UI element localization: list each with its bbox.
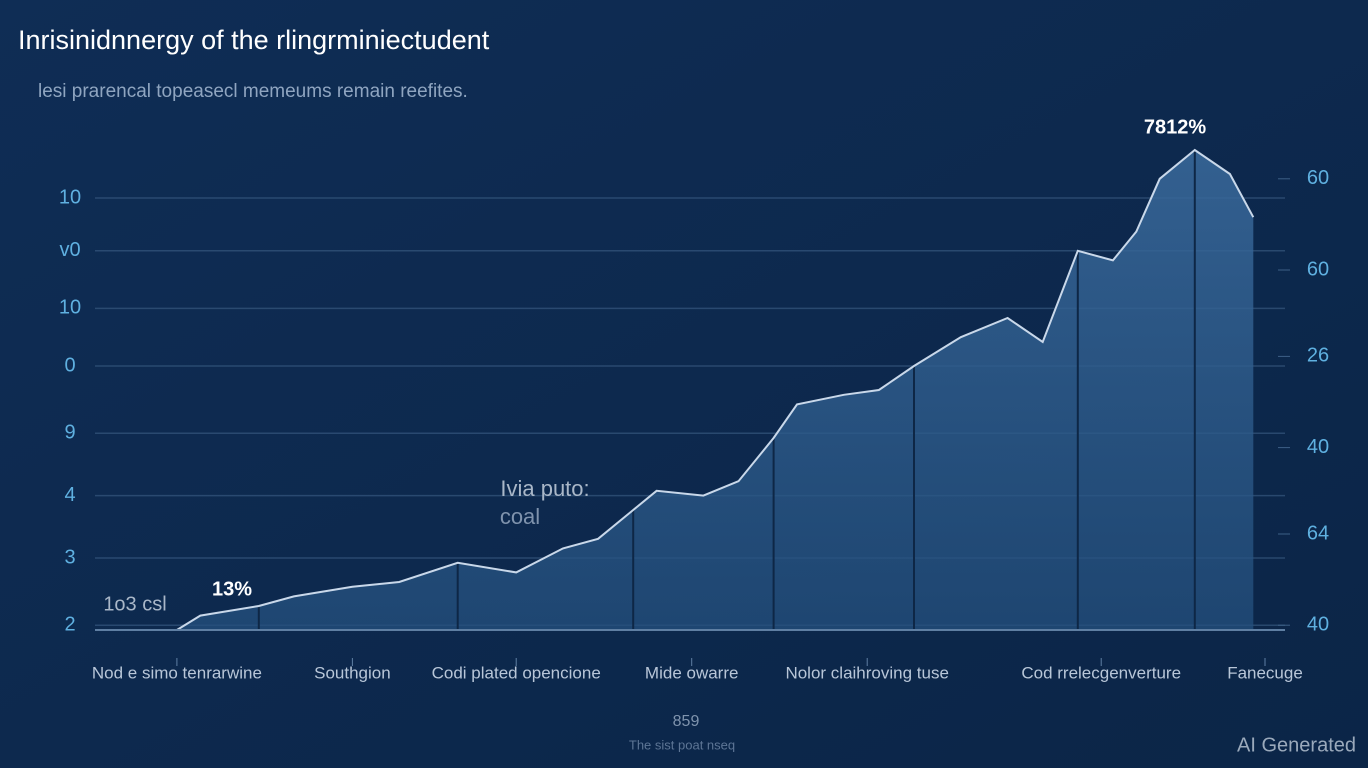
- y2-tick-label: 40: [1307, 436, 1329, 458]
- y-tick-label: 3: [64, 546, 75, 568]
- y-tick-label: 10: [59, 186, 81, 208]
- annotation: The sist poat nseq: [629, 737, 735, 752]
- line: [95, 148, 1255, 631]
- annotation: 13%: [212, 578, 252, 600]
- area: [95, 150, 1254, 630]
- x-tick-label: Southgion: [314, 663, 391, 682]
- x-tick-label: Nod e simo tenrarwine: [92, 663, 262, 682]
- annotation: 1o3 csl: [103, 593, 166, 615]
- y-tick-label: 9: [64, 421, 75, 443]
- x-tick-label: Fanecuge: [1227, 663, 1303, 682]
- annotation: Ivia puto:: [500, 476, 589, 501]
- chart-title: Inrisinidnnergy of the rlingrminiectuden…: [18, 25, 490, 55]
- x-tick-label: Nolor claihroving tuse: [785, 663, 948, 682]
- chart-subtitle: lesi prarencal topeasecl memeums remain …: [38, 81, 468, 102]
- x-tick-label: Codi plated opencione: [432, 663, 601, 682]
- y-tick-label: 10: [59, 297, 81, 319]
- y2-tick-label: 40: [1307, 613, 1329, 635]
- annotation: coal: [500, 504, 540, 529]
- y2-tick-label: 60: [1307, 167, 1329, 189]
- y2-tick-label: 26: [1307, 345, 1329, 367]
- watermark: AI Generated: [1237, 734, 1356, 756]
- y-tick-label: 2: [64, 613, 75, 635]
- y2-tick-label: 64: [1307, 522, 1329, 544]
- y2-tick-label: 60: [1307, 258, 1329, 280]
- x-tick-label: Mide owarre: [645, 663, 739, 682]
- annotation: 859: [673, 713, 700, 730]
- y-tick-label: v0: [59, 239, 80, 261]
- x-tick-label: Cod rrelecgenverture: [1021, 663, 1181, 682]
- y-tick-label: 4: [64, 484, 75, 506]
- annotation: 7812%: [1144, 116, 1206, 138]
- y-tick-label: 0: [64, 354, 75, 376]
